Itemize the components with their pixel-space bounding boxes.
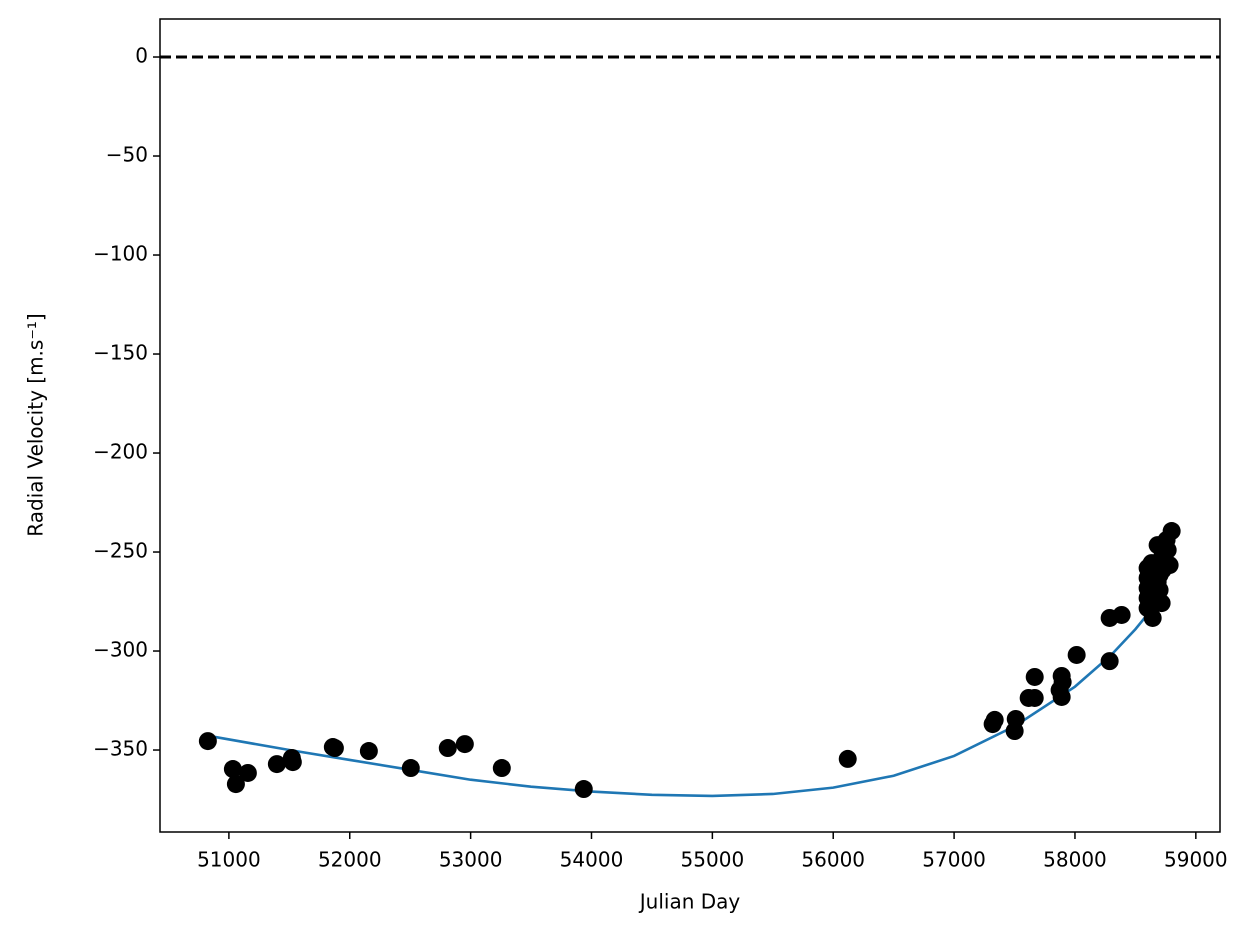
data-point <box>267 755 286 774</box>
fit-line <box>214 575 1167 798</box>
y-tick-label: −150 <box>93 341 148 365</box>
x-tick-label: 54000 <box>560 848 624 872</box>
data-point <box>1162 522 1181 541</box>
data-point <box>1053 673 1072 692</box>
data-point <box>1052 687 1071 706</box>
x-tick-label: 52000 <box>318 848 382 872</box>
data-point <box>1112 605 1131 624</box>
data-point <box>838 749 857 768</box>
data-point <box>401 759 420 778</box>
data-point <box>1143 608 1162 627</box>
y-tick-label: −50 <box>106 143 148 167</box>
data-point <box>359 742 378 761</box>
data-point <box>1006 709 1025 728</box>
x-tick-label: 57000 <box>922 848 986 872</box>
data-point <box>1158 541 1177 560</box>
x-tick-label: 56000 <box>801 848 865 872</box>
data-point <box>1152 594 1171 613</box>
y-tick-label: −250 <box>93 539 148 563</box>
y-axis-label: Radial Velocity [m.s⁻¹] <box>24 313 48 536</box>
y-tick-label: −300 <box>93 638 148 662</box>
y-tick-label: −350 <box>93 737 148 761</box>
x-tick-label: 55000 <box>681 848 745 872</box>
data-point <box>438 739 457 758</box>
y-tick-label: 0 <box>135 44 148 68</box>
data-point <box>238 763 257 782</box>
data-point <box>455 735 474 754</box>
data-point <box>198 732 217 751</box>
data-point <box>492 759 511 778</box>
data-point <box>226 775 245 794</box>
data-point <box>283 753 302 772</box>
data-point <box>223 760 242 779</box>
data-point <box>325 739 344 758</box>
data-point <box>1067 645 1086 664</box>
y-tick-label: −200 <box>93 440 148 464</box>
data-point <box>1148 573 1167 592</box>
data-point <box>1025 667 1044 686</box>
data-point <box>1025 688 1044 707</box>
y-tick-label: −100 <box>93 242 148 266</box>
data-point <box>1160 556 1179 575</box>
data-point <box>985 710 1004 729</box>
plot-frame <box>159 18 1221 833</box>
data-point <box>1100 652 1119 671</box>
x-axis-label: Julian Day <box>638 890 741 914</box>
x-tick-label: 59000 <box>1164 848 1228 872</box>
data-point <box>574 780 593 799</box>
x-tick-label: 51000 <box>197 848 261 872</box>
x-tick-label: 53000 <box>439 848 503 872</box>
x-tick-label: 58000 <box>1043 848 1107 872</box>
